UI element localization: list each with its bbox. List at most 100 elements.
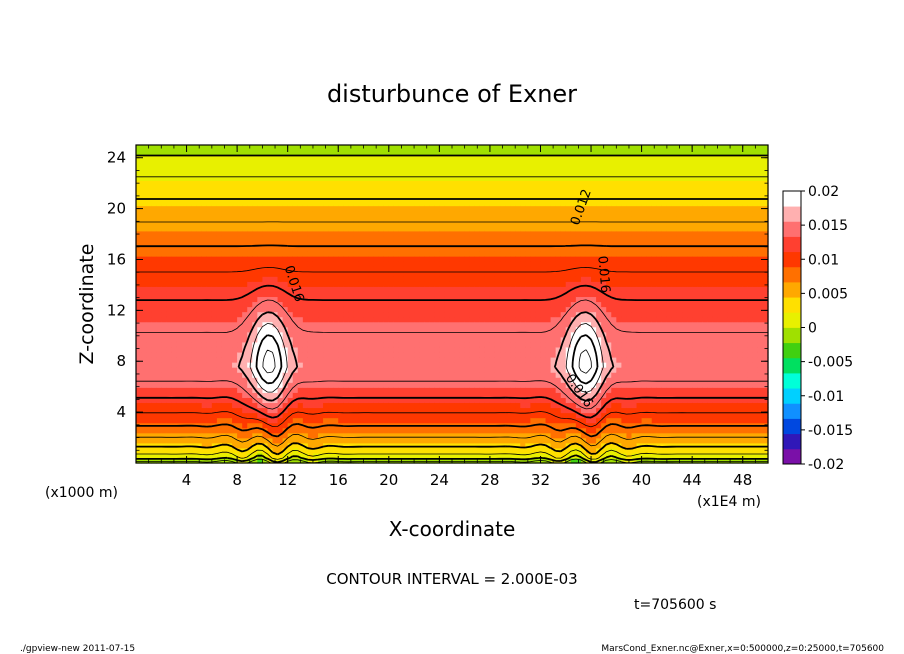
contour-cell xyxy=(262,341,269,348)
contour-cell xyxy=(439,457,446,464)
contour-cell xyxy=(419,387,425,393)
contour-cell xyxy=(171,200,178,207)
contour-cell xyxy=(388,447,395,454)
contour-cell xyxy=(403,301,410,308)
contour-cell xyxy=(388,382,395,388)
contour-cell xyxy=(232,457,238,464)
contour-cell xyxy=(262,256,269,262)
contour-cell xyxy=(328,155,334,161)
contour-cell xyxy=(232,251,238,257)
contour-cell xyxy=(262,286,269,292)
contour-cell xyxy=(257,331,263,338)
contour-cell xyxy=(282,261,289,267)
contour-cell xyxy=(191,357,198,363)
contour-cell xyxy=(257,387,263,393)
contour-cell xyxy=(297,437,304,444)
contour-cell xyxy=(530,271,537,277)
contour-cell xyxy=(302,200,309,207)
contour-cell xyxy=(242,175,248,181)
contour-cell xyxy=(530,326,537,333)
contour-cell xyxy=(287,427,294,434)
contour-cell xyxy=(353,321,360,328)
contour-cell xyxy=(186,357,193,363)
contour-cell xyxy=(454,175,461,181)
contour-cell xyxy=(343,336,349,343)
contour-cell xyxy=(419,321,425,328)
contour-cell xyxy=(459,351,466,358)
contour-cell xyxy=(419,331,425,338)
contour-cell xyxy=(409,200,415,207)
contour-cell xyxy=(302,382,309,388)
contour-cell xyxy=(171,150,178,156)
contour-cell xyxy=(419,357,425,363)
contour-cell xyxy=(403,220,410,227)
contour-cell xyxy=(439,306,446,313)
contour-cell xyxy=(419,281,425,287)
contour-cell xyxy=(211,185,218,192)
contour-cell xyxy=(156,165,162,171)
contour-cell xyxy=(146,387,152,393)
contour-cell xyxy=(494,382,501,388)
contour-cell xyxy=(505,180,511,186)
contour-cell xyxy=(323,160,329,166)
contour-cell xyxy=(489,276,496,282)
contour-cell xyxy=(201,351,208,358)
contour-cell xyxy=(146,412,152,419)
contour-cell xyxy=(449,357,456,363)
contour-cell xyxy=(393,200,400,207)
contour-cell xyxy=(510,326,516,333)
contour-cell xyxy=(136,316,142,323)
contour-cell xyxy=(156,452,162,459)
contour-cell xyxy=(414,155,420,161)
contour-cell xyxy=(368,251,375,257)
contour-cell xyxy=(287,230,294,237)
contour-cell xyxy=(343,392,349,398)
contour-cell xyxy=(393,165,400,171)
contour-cell xyxy=(257,457,263,464)
contour-cell xyxy=(227,346,233,353)
contour-cell xyxy=(181,190,188,197)
contour-cell xyxy=(414,397,420,404)
contour-cell xyxy=(272,150,279,156)
contour-cell xyxy=(363,245,370,252)
contour-cell xyxy=(363,351,370,358)
contour-cell xyxy=(267,362,274,368)
contour-cell xyxy=(479,397,486,404)
contour-cell xyxy=(227,452,233,459)
contour-cell xyxy=(156,251,162,257)
contour-cell xyxy=(348,190,355,197)
contour-cell xyxy=(469,261,476,267)
contour-cell xyxy=(216,311,223,318)
contour-cell xyxy=(181,266,188,272)
contour-cell xyxy=(464,271,471,277)
contour-cell xyxy=(232,422,238,429)
contour-cell xyxy=(520,266,526,272)
contour-cell xyxy=(434,271,440,277)
contour-cell xyxy=(505,220,511,227)
contour-cell xyxy=(201,261,208,267)
contour-cell xyxy=(505,351,511,358)
contour-cell xyxy=(257,230,263,237)
contour-cell xyxy=(515,230,521,237)
contour-cell xyxy=(201,205,208,212)
contour-cell xyxy=(464,225,471,232)
contour-cell xyxy=(464,316,471,323)
contour-cell xyxy=(515,412,521,419)
contour-cell xyxy=(211,437,218,444)
contour-cell xyxy=(237,160,243,166)
contour-cell xyxy=(409,351,415,358)
contour-cell xyxy=(348,442,355,449)
contour-cell xyxy=(409,311,415,318)
contour-cell xyxy=(257,215,263,222)
contour-cell xyxy=(176,291,183,298)
contour-cell xyxy=(186,256,193,262)
contour-cell xyxy=(318,170,324,176)
contour-cell xyxy=(166,185,172,192)
contour-cell xyxy=(343,266,349,272)
contour-cell xyxy=(479,382,486,388)
contour-cell xyxy=(287,382,294,388)
contour-cell xyxy=(166,145,172,151)
contour-cell xyxy=(247,261,253,267)
contour-cell xyxy=(525,341,531,348)
contour-cell xyxy=(383,185,390,192)
